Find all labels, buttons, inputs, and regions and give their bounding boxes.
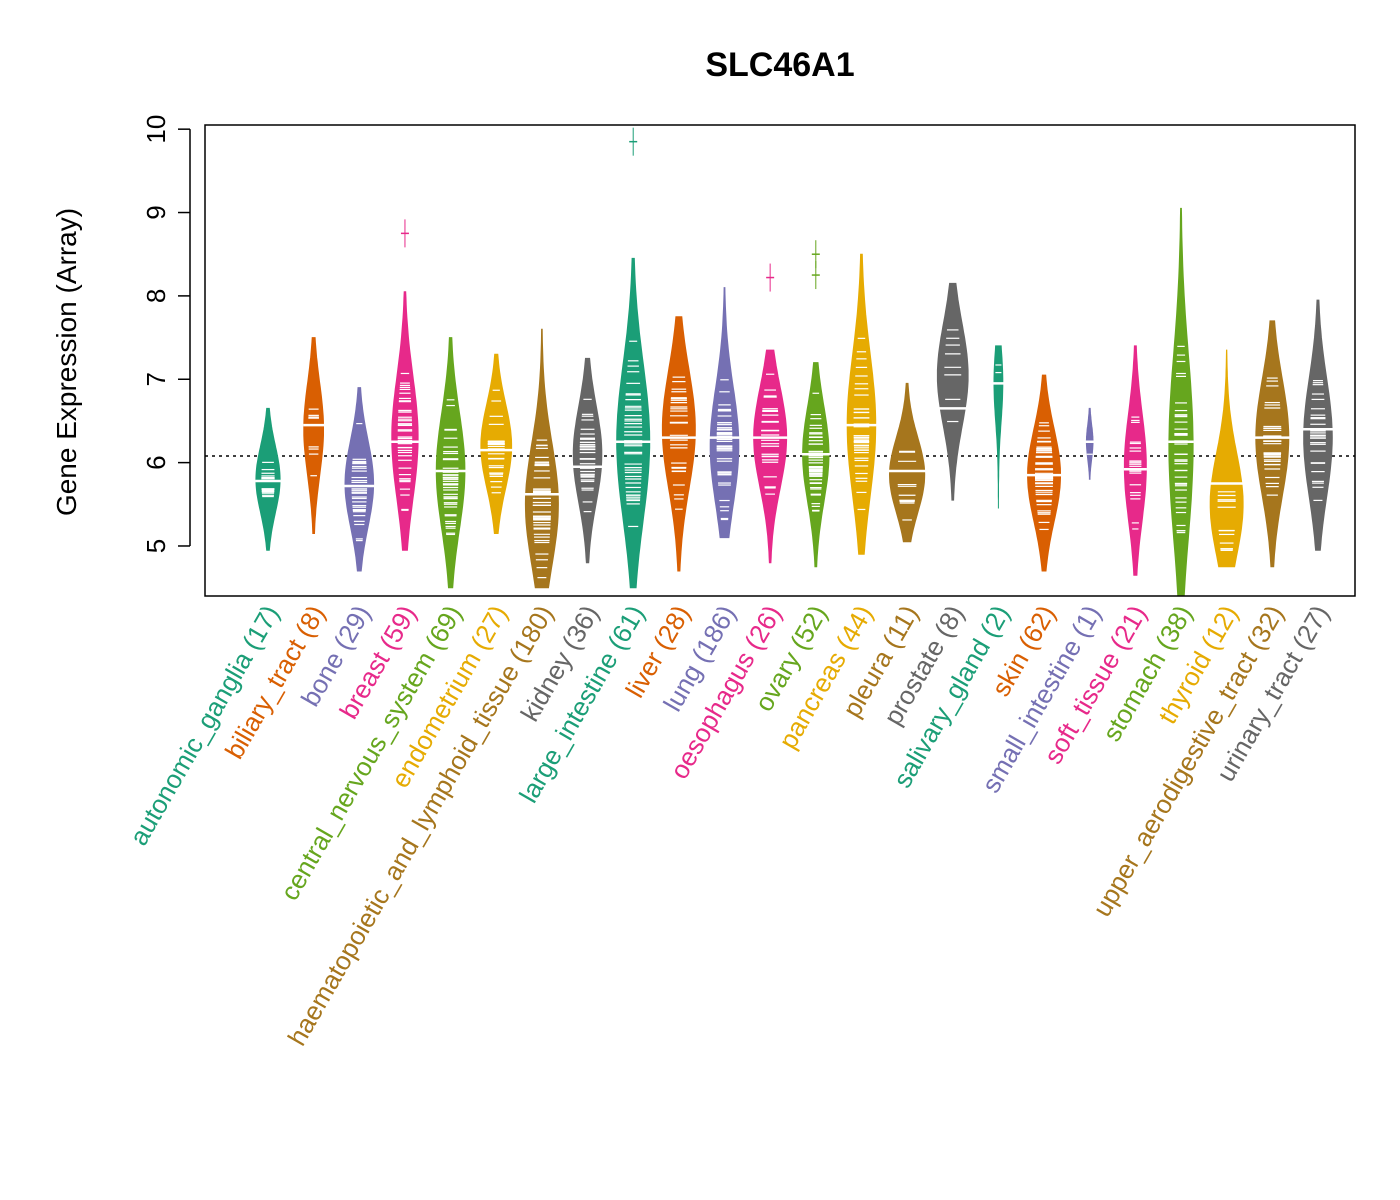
bean-bone [344, 387, 375, 572]
y-axis-label: Gene Expression (Array) [51, 208, 82, 516]
bean-skin [1026, 374, 1062, 572]
bean-large-intestine [615, 127, 651, 589]
bean-density [1209, 349, 1244, 568]
bean-salivary-gland [990, 345, 1007, 509]
bean-density [802, 362, 830, 568]
bean-density [661, 316, 696, 572]
bean-ovary [801, 240, 830, 568]
bean-endometrium [480, 353, 513, 534]
beans [205, 127, 1355, 597]
y-tick-label: 7 [141, 372, 171, 386]
y-tick-label: 6 [141, 455, 171, 469]
chart-title: SLC46A1 [705, 46, 854, 84]
bean-central-nervous-system [435, 337, 466, 589]
bean-urinary-tract [1302, 299, 1333, 551]
bean-density [709, 287, 740, 539]
y-tick-label: 8 [141, 289, 171, 303]
bean-biliary-tract [303, 337, 325, 534]
bean-pleura [888, 382, 926, 543]
bean-density [303, 337, 324, 534]
bean-kidney [572, 357, 603, 564]
y-tick-label: 5 [141, 539, 171, 553]
plot-frame [204, 124, 1356, 597]
bean-density [1085, 407, 1094, 480]
bean-density [572, 357, 603, 564]
bean-density [524, 328, 559, 589]
bean-upper-aerodigestive-tract [1254, 320, 1290, 568]
bean-small-intestine [1081, 407, 1098, 480]
y-tick-label: 10 [141, 115, 171, 144]
bean-density [435, 337, 466, 589]
y-axis: 5 6 7 8 9 10 [141, 115, 191, 553]
bean-thyroid [1209, 349, 1244, 568]
y-tick-label: 9 [141, 205, 171, 219]
bean-pancreas [846, 253, 877, 555]
bean-density [993, 345, 1004, 509]
bean-density [936, 282, 969, 501]
bean-density [344, 387, 375, 572]
bean-density [255, 407, 281, 551]
x-axis-labels: autonomic_ganglia (17)biliary_tract (8)b… [123, 600, 1335, 1051]
bean-haematopoietic-and-lymphoid-tissue [524, 328, 560, 589]
bean-autonomic-ganglia [255, 407, 281, 551]
bean-density [888, 382, 926, 543]
bean-soft-tissue [1123, 345, 1147, 576]
bean-density [846, 253, 877, 555]
bean-stomach [1168, 207, 1194, 597]
bean-prostate [936, 282, 969, 501]
bean-liver [661, 316, 697, 572]
bean-breast [391, 219, 419, 551]
bean-density [1303, 299, 1333, 551]
bean-density [1168, 207, 1194, 597]
bean-oesophagus [752, 263, 788, 564]
bean-lung [709, 287, 740, 539]
